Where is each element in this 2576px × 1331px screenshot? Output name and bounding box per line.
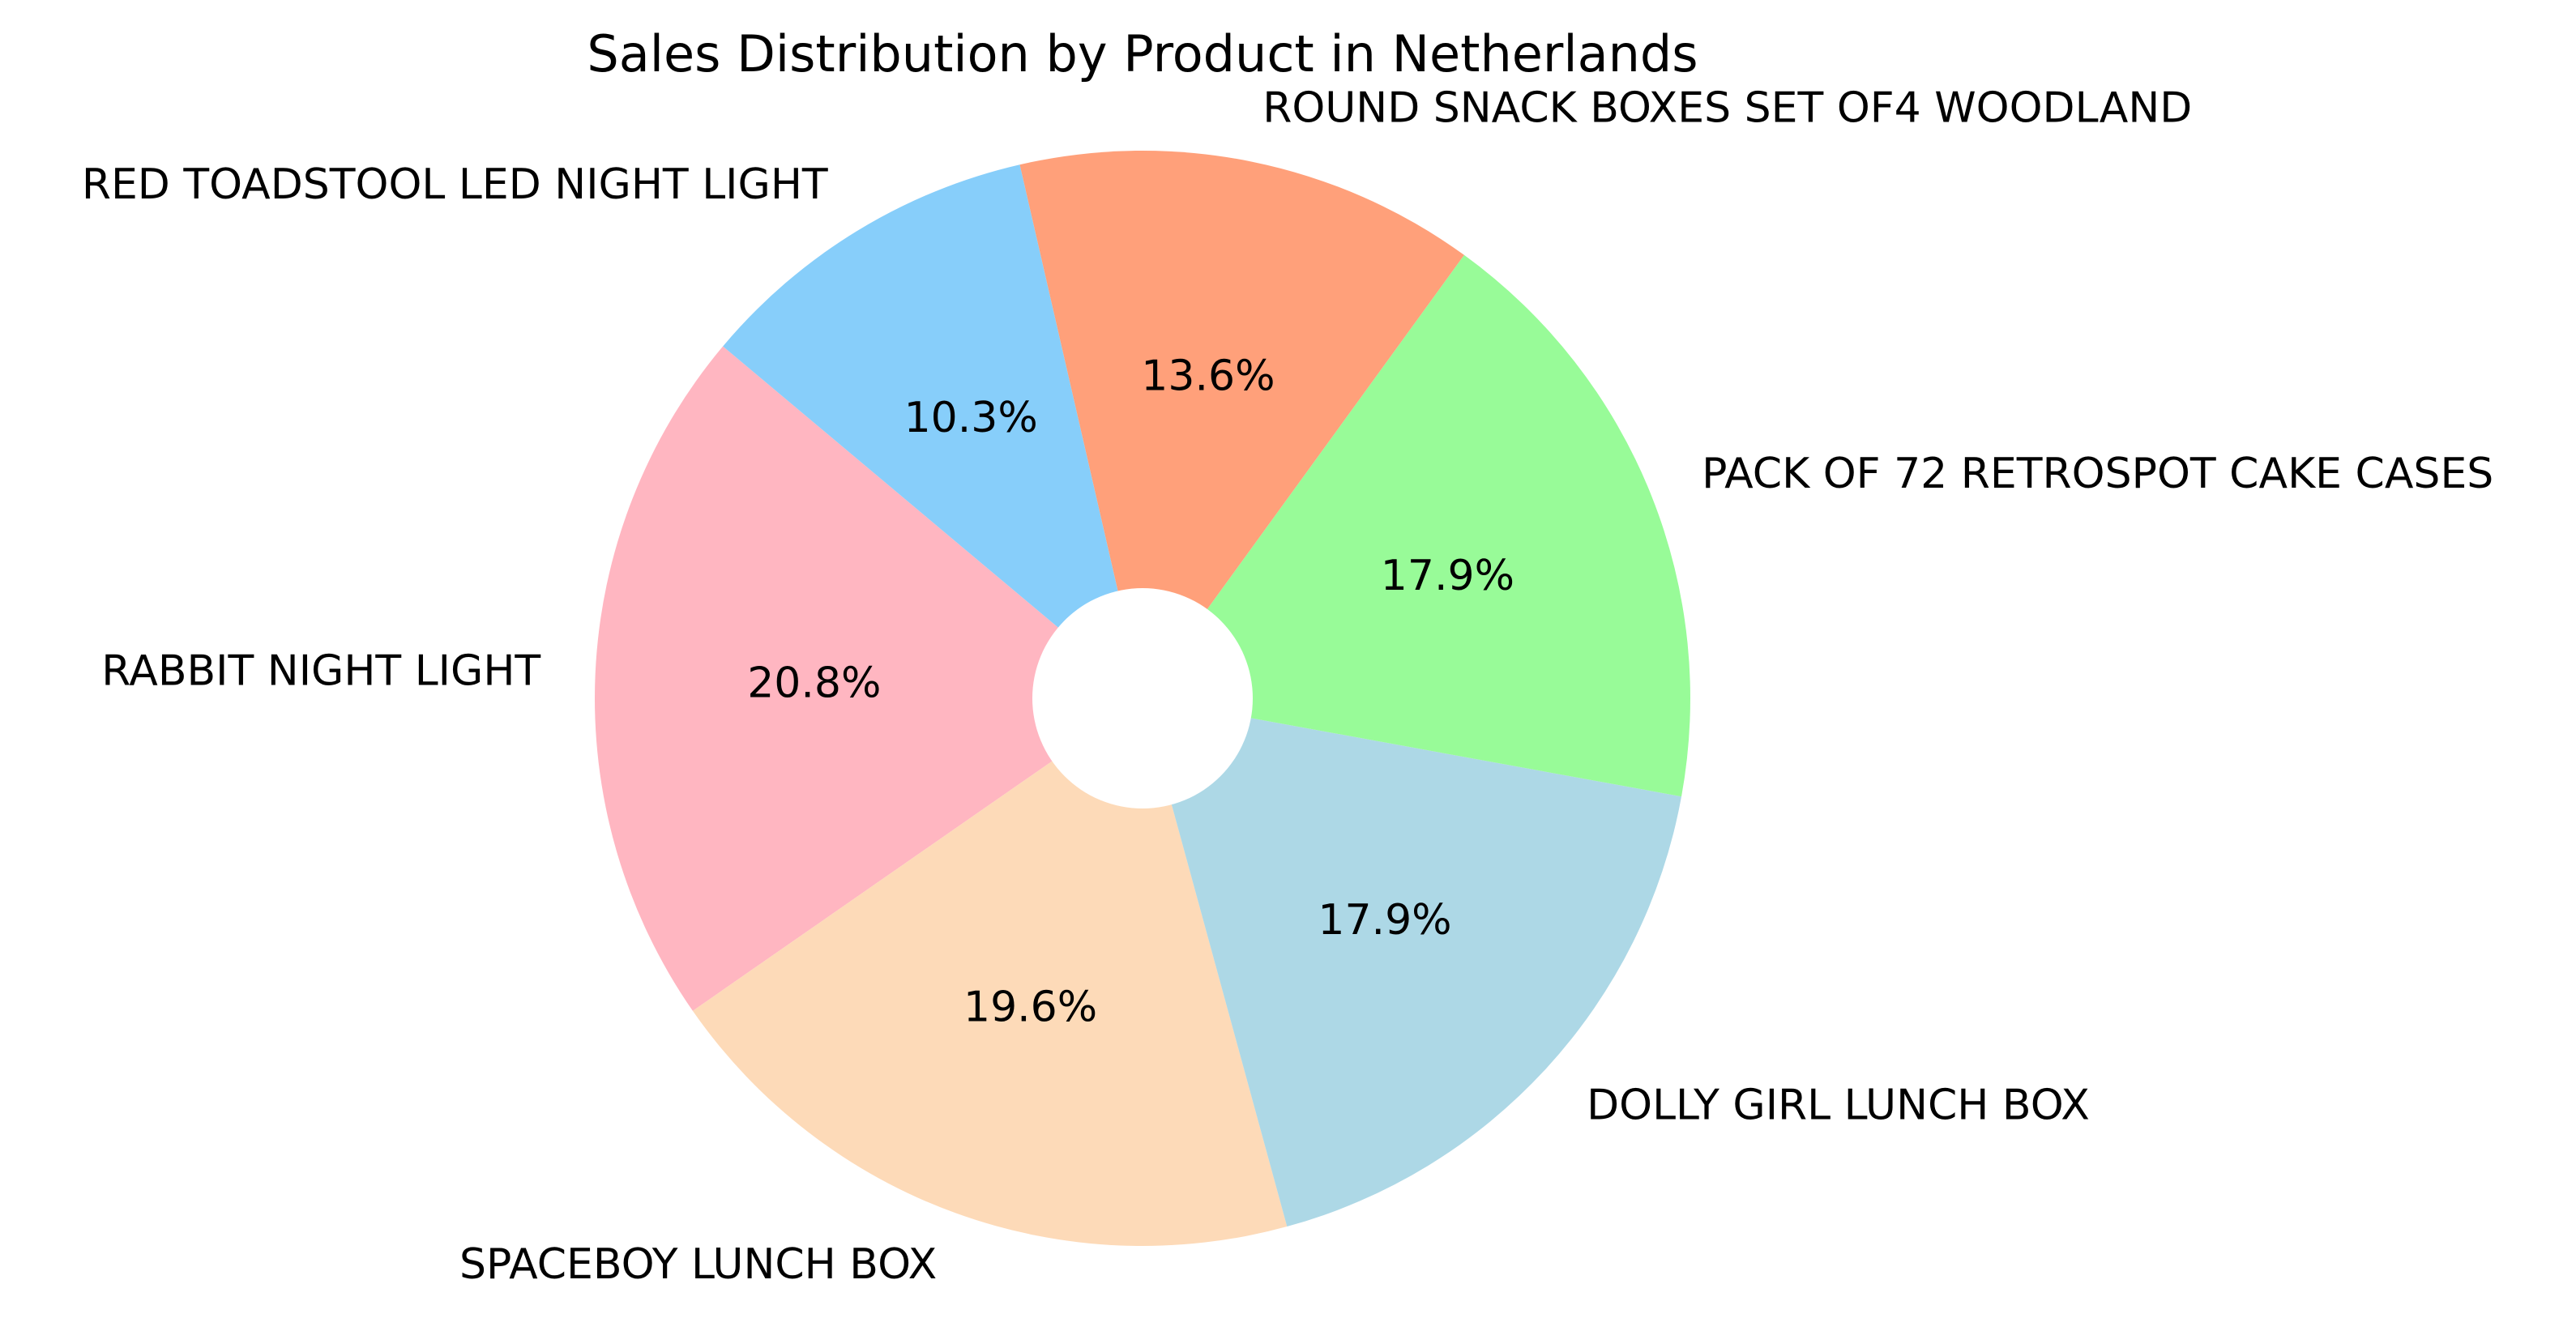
slice-label: DOLLY GIRL LUNCH BOX [1587, 1081, 2090, 1130]
slice-percent-label: 10.3% [904, 394, 1038, 442]
slice-labels: RABBIT NIGHT LIGHT SPACEBOY LUNCH BOX DOLL… [82, 83, 2493, 1289]
pie-slice [692, 698, 1288, 1247]
slice-label: PACK OF 72 RETROSPOT CAKE CASES [1702, 450, 2493, 498]
pie-slice [1143, 698, 1682, 1227]
slice-percent-label: 20.8% [747, 659, 881, 708]
pie-slices [595, 151, 1690, 1247]
slice-label: RABBIT NIGHT LIGHT [101, 646, 540, 695]
chart-title: Sales Distribution by Product in Netherl… [587, 24, 1698, 83]
pie-slice [1019, 151, 1464, 698]
slice-percent-label: 17.9% [1318, 896, 1451, 945]
slice-percent-label: 17.9% [1381, 552, 1514, 600]
slice-percent-label: 19.6% [963, 983, 1097, 1031]
slice-label: SPACEBOY LUNCH BOX [459, 1240, 937, 1289]
pie-slice [1143, 254, 1690, 797]
percent-labels: 20.8% 19.6% 17.9% 17.9% 13.6% 10.3% [747, 352, 1514, 1032]
slice-percent-label: 13.6% [1141, 352, 1275, 401]
pie-slice [723, 164, 1143, 698]
donut-hole [1032, 588, 1253, 808]
slice-label: RED TOADSTOOL LED NIGHT LIGHT [82, 160, 828, 209]
pie-slice [595, 346, 1143, 1011]
slice-label: ROUND SNACK BOXES SET OF4 WOODLAND [1262, 83, 2192, 132]
